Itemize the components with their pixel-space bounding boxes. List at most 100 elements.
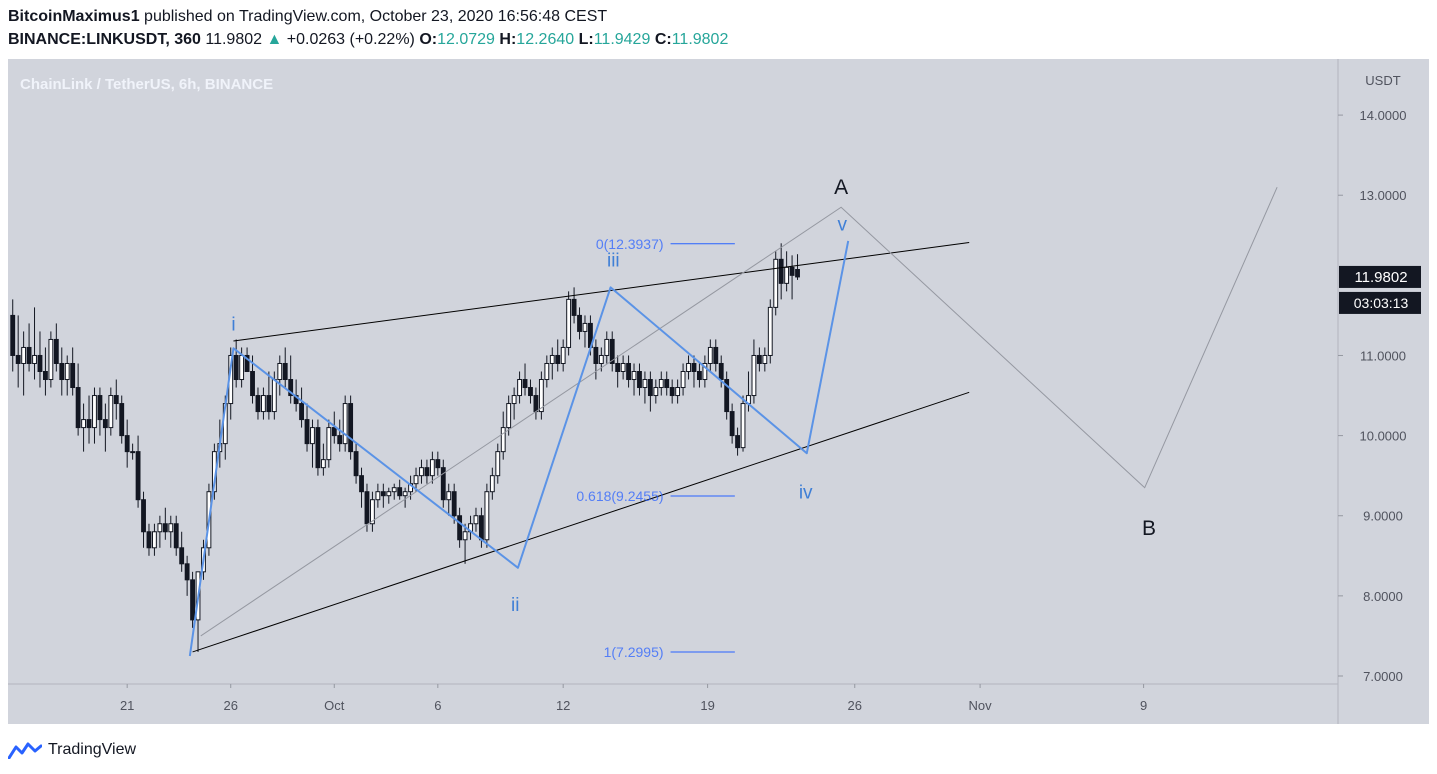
candle-body [59,362,65,381]
candle-body [342,403,348,445]
candle-body [517,379,522,397]
last-price-badge-text: 11.9802 [1354,269,1407,286]
price-chart[interactable]: ChainLink / TetherUS, 6h, BINANCE USDT 0… [8,59,1429,724]
time-tick-label: 12 [556,698,570,713]
candle-body [53,338,59,364]
candle-body [277,362,283,381]
candle-body [582,322,588,332]
wave-label: iii [607,250,620,271]
candle-body [173,523,179,549]
candle-body [451,491,457,517]
correction-label: B [1142,517,1156,540]
labels-group: 0(12.3937)0.618(9.2455)1(7.2995)iiiiiiiv… [231,176,1156,660]
time-tick-label: Oct [324,698,345,713]
candle-body [380,491,386,497]
candle-body [397,487,403,497]
candle-body [179,547,185,565]
candle-body [348,403,354,453]
time-tick-label: Nov [969,698,993,713]
candle-body [795,269,800,278]
price-tick-label: 11.0000 [1360,348,1406,363]
publish-info: BitcoinMaximus1 published on TradingView… [8,8,607,26]
candle-body [522,379,528,389]
candle-body [320,459,326,469]
low-value: 11.9429 [593,31,651,48]
candle-body [528,387,533,397]
candle-body [446,491,452,501]
candle-body [130,451,136,454]
candle-body [32,354,37,364]
ohlc-header: BINANCE:LINKUSDT, 360 11.9802 ▲ +0.0263 … [8,31,728,49]
candle-body [462,531,468,541]
candle-body [620,362,626,373]
candle-body [108,395,114,429]
candle-body [658,379,664,389]
candle-body [157,523,163,533]
candle-body [609,338,615,364]
candle-body [370,499,375,525]
abc-projection-line[interactable] [200,187,1278,637]
candle-body [571,298,577,316]
candle-body [724,379,730,413]
candle-body [429,459,435,477]
candle-body [740,403,746,449]
candle-body [419,467,424,477]
high-value: 12.2640 [516,31,575,48]
candle-body [391,487,397,493]
candle-body [244,354,250,373]
candle-body [511,395,517,405]
candle-body [70,362,76,389]
candle-body [533,395,539,413]
price-tick-label: 14.0000 [1360,108,1407,123]
candle-body [729,411,735,437]
candle-body [92,395,97,429]
candle-body [102,419,108,429]
candle-body [266,395,272,413]
candle-body [762,354,768,364]
correction-label: A [834,176,848,199]
high-label: H: [499,31,517,48]
footer-brand[interactable]: TradingView [8,737,136,763]
tradingview-logo-icon [8,742,42,759]
elliott-wave-line[interactable] [188,240,850,657]
candle-body [26,346,32,364]
candle-body [37,354,43,373]
candle-body [647,379,653,397]
lower-wedge-line[interactable] [192,391,970,653]
candle-body [184,563,190,581]
candles-group [10,243,800,652]
upper-wedge-line[interactable] [233,241,970,342]
chart-title: ChainLink / TetherUS, 6h, BINANCE [20,76,273,93]
countdown-badge-text: 03:03:13 [1354,295,1409,311]
change-up-icon: ▲ [266,31,283,48]
candle-body [789,266,795,276]
author-name[interactable]: BitcoinMaximus1 [8,8,140,25]
candle-body [664,379,670,389]
candle-body [577,314,582,332]
candle-body [457,515,463,541]
candle-body [713,346,719,364]
candle-body [615,362,621,373]
candle-body [500,427,506,453]
candle-body [326,427,332,461]
candle-body [331,427,337,437]
price-tick-label: 7.0000 [1363,669,1403,684]
candle-body [751,354,757,397]
price-tick-label: 13.0000 [1360,188,1407,203]
time-tick-label: 19 [700,698,714,713]
candle-body [315,427,321,469]
candle-body [767,306,773,356]
candle-body [778,258,784,284]
candle-body [15,354,21,364]
change-value: +0.0263 (+0.22%) [286,31,415,48]
candle-body [86,419,92,429]
price-tick-label: 8.0000 [1363,589,1403,604]
chart-area[interactable] [8,59,1429,724]
fib-level-label: 1(7.2995) [604,644,664,660]
close-value: 11.9802 [671,31,729,48]
fib-level-label: 0.618(9.2455) [576,488,663,504]
candle-body [233,354,239,381]
wave-label: ii [511,595,519,616]
candle-body [686,362,691,373]
candle-body [282,362,288,381]
